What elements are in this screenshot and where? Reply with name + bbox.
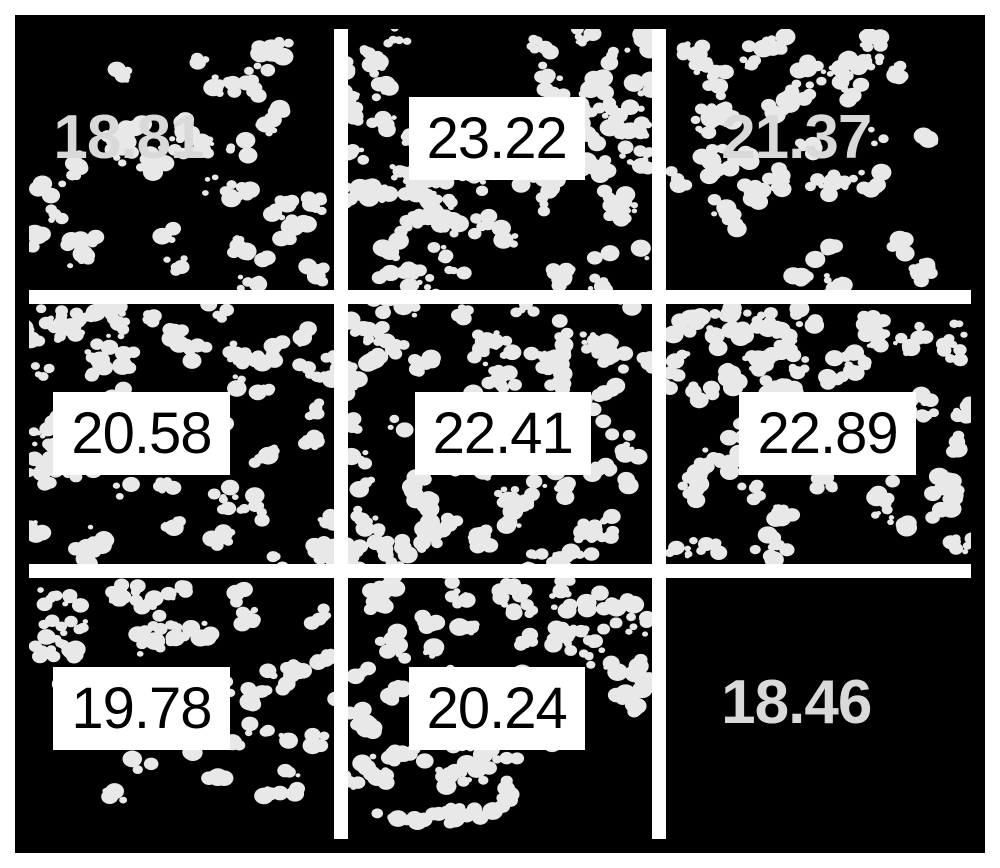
cell-1-2: 22.89 bbox=[666, 304, 971, 565]
figure-frame: 18.81 23.22 21.37 20.58 22.41 22.89 19.7… bbox=[15, 15, 985, 853]
cell-0-2: 21.37 bbox=[666, 29, 971, 290]
cell-value: 22.89 bbox=[739, 392, 915, 475]
cell-value: 20.58 bbox=[53, 392, 229, 475]
cell-0-0: 18.81 bbox=[29, 29, 334, 290]
cell-value: 23.22 bbox=[409, 97, 585, 180]
cell-value: 18.46 bbox=[721, 667, 871, 738]
cell-value: 19.78 bbox=[53, 667, 229, 750]
grid-3x3: 18.81 23.22 21.37 20.58 22.41 22.89 19.7… bbox=[29, 29, 971, 839]
cell-value: 21.37 bbox=[721, 102, 871, 173]
cell-value: 20.24 bbox=[409, 667, 585, 750]
cell-1-0: 20.58 bbox=[29, 304, 334, 565]
cell-value: 22.41 bbox=[415, 392, 591, 475]
cell-value: 18.81 bbox=[53, 102, 203, 173]
cell-2-2: 18.46 bbox=[666, 578, 971, 839]
cell-2-1: 20.24 bbox=[348, 578, 653, 839]
cell-0-1: 23.22 bbox=[348, 29, 653, 290]
cell-1-1: 22.41 bbox=[348, 304, 653, 565]
cell-2-0: 19.78 bbox=[29, 578, 334, 839]
